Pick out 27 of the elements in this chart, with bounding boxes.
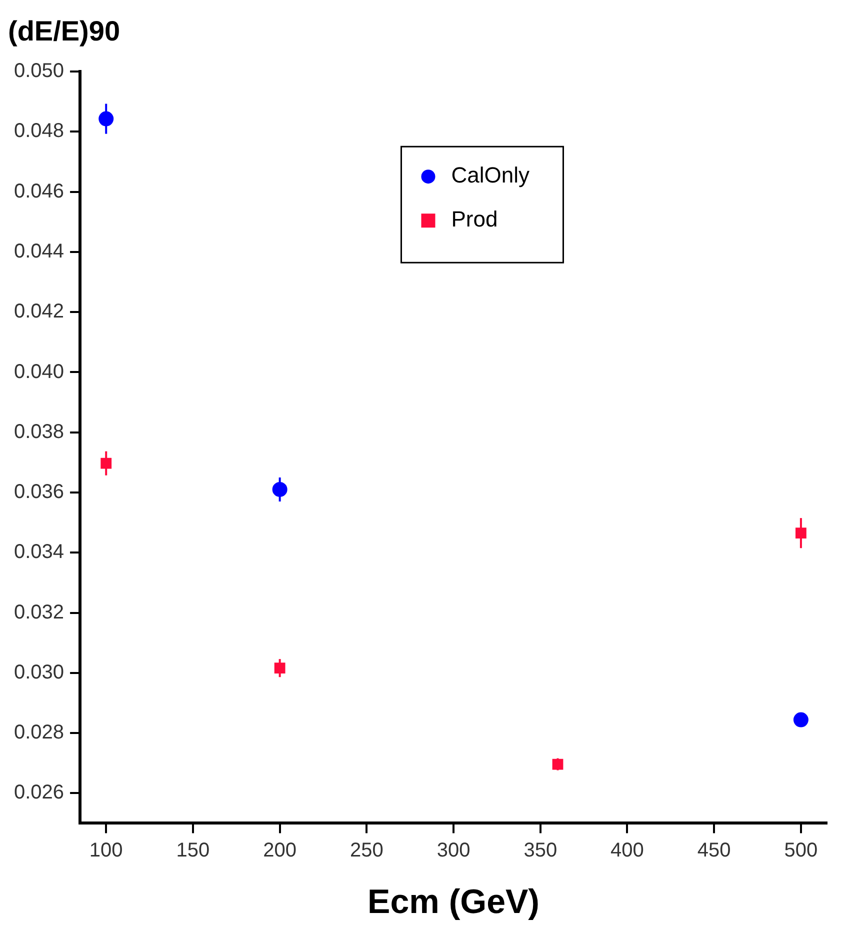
- x-tick-label: 150: [176, 840, 210, 862]
- y-tick-label: 0.048: [14, 120, 64, 142]
- chart-title: (dE/E)90: [8, 16, 120, 47]
- y-tick-label: 0.044: [14, 240, 64, 262]
- y-tick-label: 0.046: [14, 180, 64, 202]
- y-tick-label: 0.050: [14, 60, 64, 82]
- y-tick-label: 0.034: [14, 541, 64, 564]
- point: [793, 712, 808, 728]
- legend-label: CalOnly: [451, 162, 530, 188]
- x-tick-label: 100: [89, 840, 123, 862]
- x-axis-title: Ecm (GeV): [368, 882, 540, 921]
- x-tick-label: 250: [350, 840, 384, 862]
- x-tick-label: 300: [436, 840, 470, 862]
- y-tick-label: 0.042: [14, 300, 64, 323]
- x-tick-label: 200: [263, 840, 296, 862]
- y-tick-label: 0.032: [14, 601, 64, 624]
- legend-label: Prod: [451, 206, 498, 232]
- x-tick-label: 500: [784, 840, 818, 862]
- y-tick-label: 0.030: [14, 661, 64, 684]
- y-tick-label: 0.036: [14, 481, 64, 504]
- x-tick-label: 400: [610, 840, 644, 862]
- y-tick-label: 0.026: [14, 782, 64, 804]
- y-tick-label: 0.038: [14, 420, 64, 443]
- x-tick-label: 450: [697, 840, 731, 862]
- y-tick-label: 0.028: [14, 722, 64, 744]
- y-tick-label: 0.040: [14, 360, 64, 383]
- x-tick-label: 350: [524, 840, 558, 862]
